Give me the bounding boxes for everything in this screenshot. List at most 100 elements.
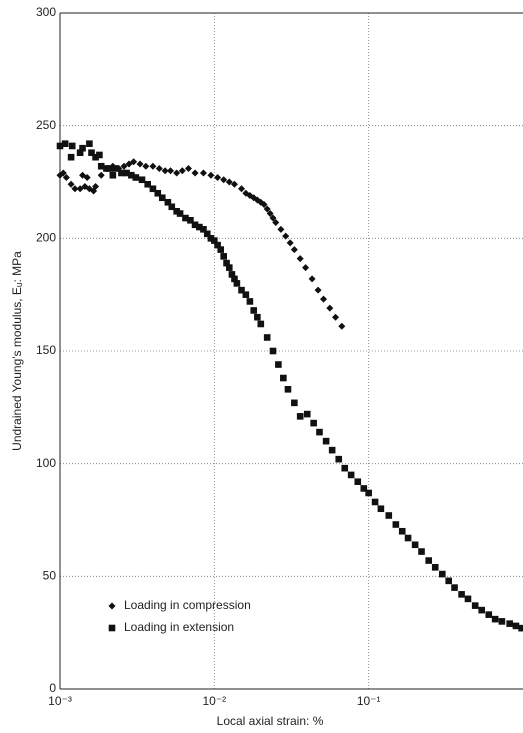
point <box>164 198 172 206</box>
x-tick-label: 10⁻² <box>202 694 226 708</box>
point <box>79 144 86 152</box>
point <box>242 291 250 298</box>
point <box>314 286 322 294</box>
point <box>308 275 316 283</box>
point <box>257 320 265 328</box>
point <box>347 471 355 479</box>
point <box>211 237 218 244</box>
point <box>263 205 271 213</box>
point <box>161 167 169 175</box>
point <box>62 173 70 181</box>
point <box>191 221 199 229</box>
point <box>272 219 280 227</box>
point <box>518 624 523 632</box>
point <box>176 210 184 217</box>
legend-marker <box>108 602 116 610</box>
point <box>371 498 379 506</box>
y-tick-label: 250 <box>36 118 56 132</box>
point <box>158 194 166 202</box>
point <box>225 178 233 186</box>
point <box>168 203 176 211</box>
point <box>266 210 274 218</box>
point <box>230 180 238 188</box>
point <box>328 446 336 454</box>
point <box>136 160 144 168</box>
point <box>61 140 69 147</box>
point <box>284 386 292 393</box>
point <box>155 164 163 172</box>
point <box>225 264 233 271</box>
point <box>512 622 520 630</box>
point <box>360 485 368 492</box>
point <box>191 169 199 177</box>
point <box>56 142 64 150</box>
legend-label: Loading in compression <box>124 598 251 612</box>
point <box>338 322 346 330</box>
point <box>97 162 105 170</box>
point <box>398 527 406 535</box>
point <box>144 180 151 188</box>
point <box>76 149 84 157</box>
point <box>220 176 228 184</box>
point <box>471 602 479 609</box>
point <box>142 162 150 170</box>
legend-label: Loading in extension <box>124 620 234 634</box>
point <box>149 162 157 170</box>
point <box>178 167 186 175</box>
point <box>411 541 419 549</box>
point <box>238 286 245 294</box>
point <box>291 399 298 407</box>
point <box>123 169 130 177</box>
point <box>365 489 372 497</box>
point <box>207 235 215 242</box>
point <box>377 505 385 513</box>
point <box>203 230 211 238</box>
point <box>282 232 290 240</box>
point <box>120 162 128 170</box>
point <box>275 361 282 368</box>
point <box>112 165 120 172</box>
point <box>132 174 140 181</box>
point <box>458 591 465 598</box>
point <box>485 611 493 618</box>
point <box>506 620 513 627</box>
point <box>431 564 439 571</box>
point <box>439 570 446 578</box>
point <box>130 158 138 166</box>
point <box>196 223 203 231</box>
y-axis-label: Undrained Young's modulus, Eᵤ: MPa <box>10 251 24 451</box>
point <box>83 173 91 181</box>
point <box>97 171 105 179</box>
point <box>498 618 506 625</box>
legend-marker <box>108 624 116 632</box>
point <box>228 271 236 278</box>
point <box>118 169 125 177</box>
point <box>392 521 400 528</box>
point <box>418 548 425 555</box>
point <box>269 347 277 355</box>
point <box>332 313 340 321</box>
y-tick-label: 50 <box>43 569 57 583</box>
point <box>238 185 246 193</box>
point <box>280 374 287 382</box>
point <box>445 577 452 585</box>
point <box>184 164 192 172</box>
point <box>71 185 79 193</box>
point <box>109 171 117 179</box>
point <box>451 584 458 591</box>
y-tick-label: 0 <box>49 681 56 695</box>
point <box>404 534 412 542</box>
point <box>296 413 304 420</box>
point <box>464 595 472 603</box>
point <box>322 437 330 445</box>
point <box>96 151 103 159</box>
point <box>187 217 194 224</box>
point <box>260 201 268 209</box>
y-tick-label: 150 <box>36 343 56 357</box>
point <box>491 615 499 623</box>
point <box>233 280 241 287</box>
point <box>167 167 175 175</box>
point <box>59 169 67 177</box>
point <box>154 189 162 197</box>
